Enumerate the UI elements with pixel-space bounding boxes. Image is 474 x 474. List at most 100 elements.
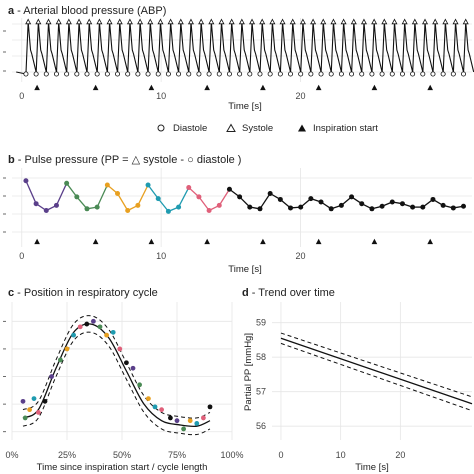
diastole-point: [430, 71, 436, 77]
pp-point: [349, 194, 355, 200]
pp-point: [145, 182, 151, 188]
diastole-point: [349, 71, 355, 77]
systole-point: [157, 18, 164, 25]
phase-point: [159, 407, 165, 413]
pp-point: [328, 206, 334, 212]
panel-d-title: d - Trend over time: [242, 287, 335, 299]
systole-point: [198, 18, 205, 25]
inspiration-marker: [315, 84, 322, 91]
systole-point: [86, 18, 93, 25]
diastole-point: [33, 71, 39, 77]
phase-point: [97, 324, 103, 330]
systole-point: [340, 18, 347, 25]
systole-point: [45, 18, 52, 25]
pp-line-segment: [25, 180, 37, 204]
phase-point: [36, 410, 41, 415]
panel-d-plot: 56 57 58 59 0 10 20: [256, 302, 473, 460]
systole-point: [299, 18, 306, 25]
phase-point: [117, 346, 123, 352]
panel-a-plot: 0 10 20: [3, 18, 474, 101]
phase-point: [187, 418, 193, 424]
pp-line-segment: [66, 182, 78, 198]
pp-point: [440, 202, 446, 208]
phase-point: [110, 329, 116, 335]
panel-b-xlabel: Time [s]: [228, 264, 261, 275]
panel-d-ytick-label: 56: [256, 421, 266, 431]
pp-line-segment: [147, 184, 159, 199]
systole-point: [462, 18, 469, 25]
pp-line-segment: [55, 183, 68, 206]
diastole-point: [186, 71, 192, 77]
systole-point: [249, 18, 256, 25]
inspiration-marker: [371, 238, 378, 245]
phase-point: [22, 415, 28, 421]
diastole-point: [450, 71, 456, 77]
phase-point: [174, 418, 180, 424]
diastole-point: [43, 71, 49, 77]
diastole-point: [135, 71, 141, 77]
panel-c-xtick-label: 25%: [58, 450, 76, 460]
pp-point: [308, 196, 314, 202]
pp-point: [247, 204, 253, 210]
panel-c-xtick-label: 100%: [220, 450, 243, 460]
diastole-point: [420, 71, 426, 77]
legend-diastole-label: Diastole: [173, 123, 207, 134]
systole-point: [411, 18, 418, 25]
pp-line-segment: [137, 184, 149, 206]
inspiration-marker: [371, 84, 378, 91]
diastole-point: [369, 71, 375, 77]
systole-point: [76, 18, 83, 25]
pp-point: [206, 208, 212, 213]
phase-point: [27, 407, 32, 413]
legend-systole-marker: [226, 123, 236, 132]
diastole-point: [145, 71, 151, 77]
phase-point: [64, 346, 70, 352]
diastole-point: [410, 71, 416, 77]
panel-c-xtick-label: 75%: [168, 450, 186, 460]
diastole-point: [257, 71, 263, 77]
systole-point: [177, 18, 184, 25]
diastole-point: [165, 71, 171, 77]
pp-point: [84, 206, 90, 212]
pp-line-segment: [218, 188, 231, 206]
phase-point: [20, 398, 26, 404]
legend-inspiration-label: Inspiration start: [313, 123, 378, 134]
trend-upper-line: [280, 332, 473, 398]
phase-point: [201, 415, 206, 421]
phase-point: [207, 404, 213, 410]
panel-c-xlabel: Time since inspiration start / cycle len…: [37, 462, 208, 473]
pp-point: [186, 185, 192, 191]
pp-point: [237, 194, 243, 200]
diastole-point: [115, 71, 121, 77]
panel-d-xtick-label: 10: [336, 450, 346, 460]
phase-point: [130, 365, 136, 371]
pp-point: [226, 186, 232, 192]
diastole-point: [206, 71, 212, 77]
diastole-point: [196, 71, 202, 77]
trend-fit-line: [280, 337, 473, 405]
panel-a-xtick-label: 10: [156, 91, 166, 101]
phase-point: [31, 396, 37, 401]
diastole-point: [84, 71, 90, 77]
diastole-point: [53, 71, 59, 77]
diastole-point: [359, 71, 365, 77]
phase-point: [137, 382, 143, 388]
panel-c-plot: 0% 25% 50% 75% 100%: [3, 302, 244, 460]
diastole-point: [440, 71, 446, 77]
pp-point: [277, 196, 283, 202]
diastole-point: [460, 71, 466, 77]
diastole-point: [288, 71, 294, 77]
phase-point: [77, 324, 83, 330]
systole-point: [360, 18, 367, 25]
diastole-point: [298, 71, 304, 77]
diastole-point: [176, 71, 182, 77]
systole-point: [55, 18, 62, 25]
diastole-point: [318, 71, 324, 77]
diastole-point: [226, 71, 232, 77]
pp-point: [135, 202, 141, 208]
systole-point: [371, 18, 378, 25]
diastole-point: [74, 71, 80, 77]
pp-point: [165, 208, 171, 214]
diastole-point: [104, 71, 110, 77]
pp-point: [379, 203, 385, 209]
